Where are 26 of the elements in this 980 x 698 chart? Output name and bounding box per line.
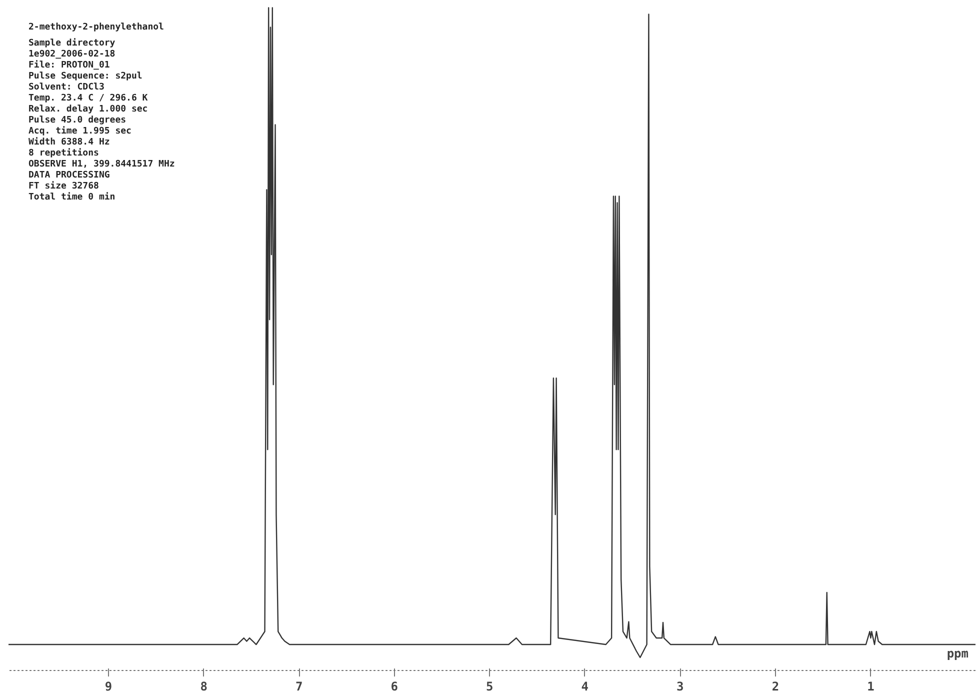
annotation: File: PROTON_01 xyxy=(28,60,110,70)
annotation: Pulse Sequence: s2pul xyxy=(28,72,142,82)
x-tick-label: 4 xyxy=(581,680,589,694)
annotation: Relax. delay 1.000 sec xyxy=(28,104,148,114)
annotation: Pulse 45.0 degrees xyxy=(28,116,126,126)
x-tick-label: 9 xyxy=(104,680,112,694)
x-tick-label: 2 xyxy=(772,680,780,694)
x-axis-title: ppm xyxy=(946,646,969,660)
x-tick-label: 6 xyxy=(390,680,398,694)
annotation: Acq. time 1.995 sec xyxy=(28,126,132,136)
annotation: DATA PROCESSING xyxy=(28,170,110,180)
annotation: Total time 0 min xyxy=(28,192,116,202)
annotation: FT size 32768 xyxy=(28,180,99,192)
annotation: Solvent: CDCl3 xyxy=(28,82,104,92)
annotation: Width 6388.4 Hz xyxy=(28,136,110,148)
annotation: Sample directory xyxy=(28,38,116,48)
x-tick-label: 5 xyxy=(486,680,494,694)
annotation: 1e902_2006-02-18 xyxy=(28,50,116,60)
x-tick-label: 1 xyxy=(867,680,874,694)
text: 2-methoxy-2-phenylethanol xyxy=(28,22,164,32)
annotation: Temp. 23.4 C / 296.6 K xyxy=(28,94,148,104)
annotation: 8 repetitions xyxy=(28,148,99,158)
x-tick-label: 8 xyxy=(200,680,208,694)
x-tick-label: 7 xyxy=(295,680,303,694)
x-tick-label: 3 xyxy=(676,680,684,694)
annotation: OBSERVE H1, 399.8441517 MHz xyxy=(28,160,175,170)
